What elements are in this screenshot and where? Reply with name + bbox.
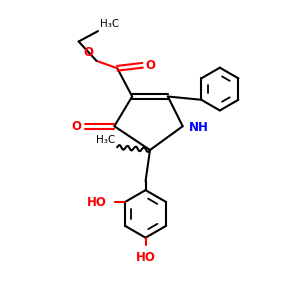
Text: NH: NH	[189, 121, 209, 134]
Text: O: O	[146, 59, 155, 72]
Text: H₃C: H₃C	[100, 19, 120, 29]
Text: HO: HO	[136, 251, 155, 264]
Text: HO: HO	[87, 196, 107, 208]
Text: O: O	[71, 120, 81, 133]
Text: H₃C: H₃C	[96, 135, 115, 145]
Text: O: O	[83, 46, 94, 59]
